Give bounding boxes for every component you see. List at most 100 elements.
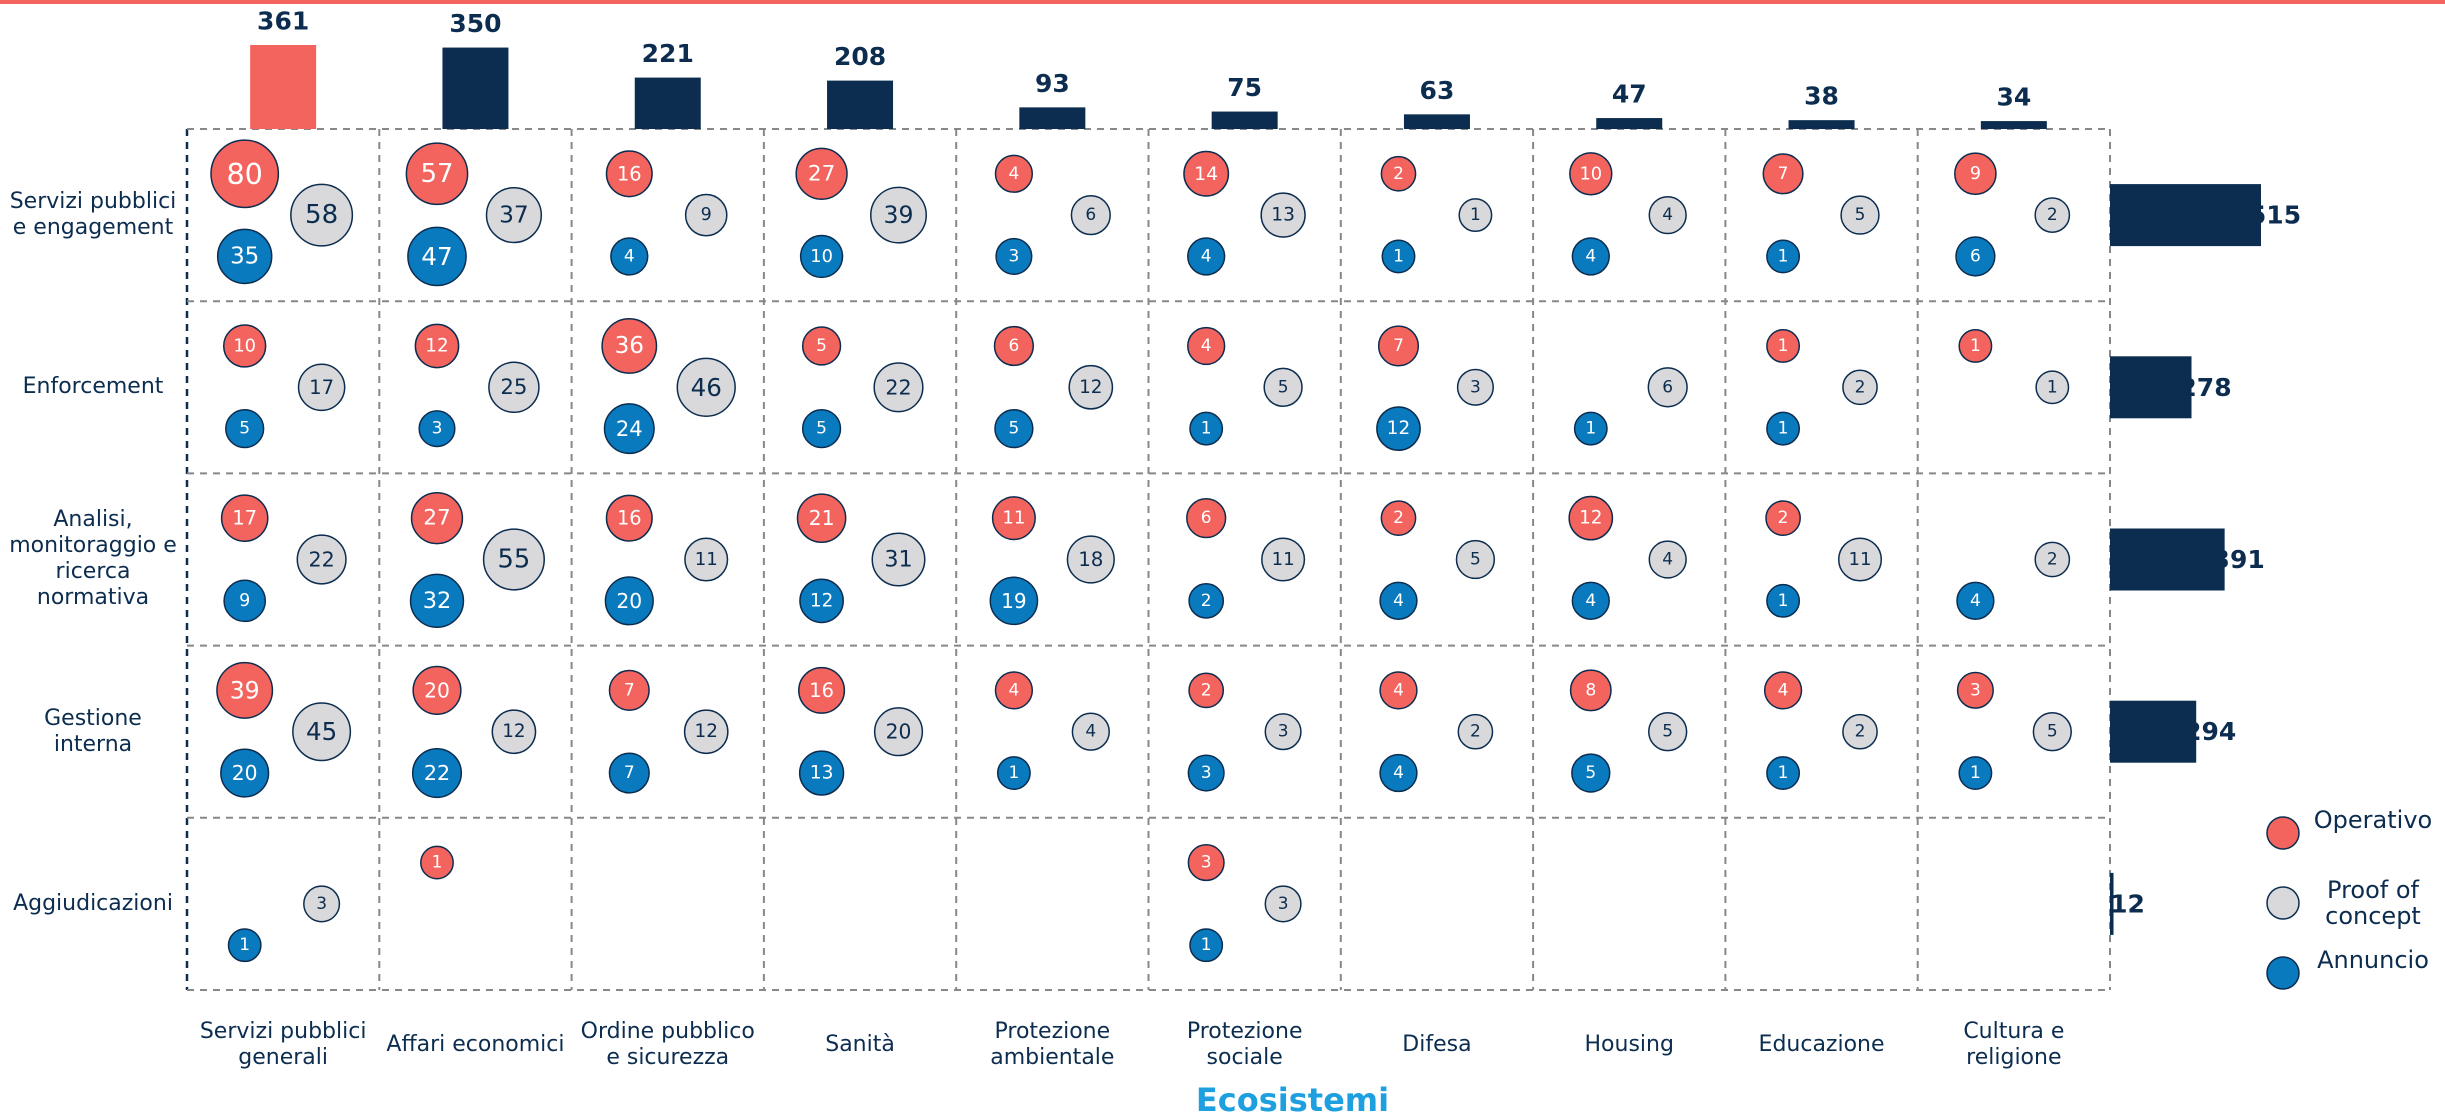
bubble [297, 363, 346, 412]
row-total-bar [2110, 184, 2261, 247]
bubble-label: 7 [1778, 164, 1789, 184]
bubble [1837, 537, 1883, 582]
bubble-label: 22 [885, 375, 911, 399]
bubble-label: 1 [1201, 419, 1212, 439]
bubble-label: 12 [1579, 508, 1602, 529]
bubble-label: 31 [884, 547, 912, 573]
bubble-label: 20 [232, 761, 258, 785]
bubble [1648, 712, 1688, 752]
bubble [1189, 411, 1224, 446]
bubble [799, 578, 844, 624]
bubble [989, 576, 1039, 626]
bubble [1381, 239, 1416, 274]
bubble-label: 9 [701, 205, 712, 225]
row-total-bar [2110, 528, 2225, 591]
bubble-label: 1 [1201, 935, 1212, 955]
bubble-label: 32 [423, 588, 452, 614]
x-tick-label: Protezione sociale [1186, 1019, 1303, 1070]
bubble [1648, 195, 1687, 235]
bubble-label: 1 [1970, 763, 1981, 783]
bubble [796, 493, 847, 544]
y-tick-label: Aggiudicazioni [13, 890, 173, 916]
bubble [1457, 713, 1494, 750]
bubble-label: 2 [1201, 591, 1212, 611]
bubble [608, 752, 650, 794]
top-stripe [0, 0, 2445, 4]
bubble-label: 25 [500, 375, 527, 400]
column-total-label: 38 [1804, 82, 1839, 111]
bubble [1187, 844, 1225, 882]
bubble-label: 39 [884, 201, 914, 229]
bubble [1571, 753, 1611, 793]
x-tick-label: Affari economici [386, 1032, 565, 1057]
row-total-label: 294 [2184, 717, 2236, 746]
bubble-label: 10 [810, 246, 833, 267]
bubble-label: 4 [1201, 246, 1212, 266]
bubble-label: 20 [886, 720, 912, 744]
column-total-bar [1019, 107, 1086, 129]
bubble [870, 186, 927, 244]
bubble [1571, 581, 1610, 620]
bubble [412, 665, 462, 715]
bubble-label: 6 [1970, 246, 1981, 266]
bubble [995, 237, 1033, 275]
bubble [1187, 326, 1226, 366]
bubble [604, 576, 654, 626]
bubble [227, 928, 262, 963]
bubble [801, 408, 842, 449]
bubble [1377, 325, 1420, 367]
bubble [684, 537, 729, 582]
bubble-label: 1 [1778, 591, 1789, 611]
bubble-label: 1 [1585, 419, 1596, 439]
bubble-label: 3 [1201, 763, 1212, 783]
bubble-label: 4 [1778, 680, 1789, 700]
bubble [1956, 671, 1994, 709]
bubble-label: 4 [1662, 550, 1673, 570]
x-tick-label: Difesa [1402, 1032, 1472, 1057]
column-total-label: 47 [1612, 80, 1647, 109]
x-tick-label: Servizi pubblici generali [199, 1019, 367, 1070]
column-total-label: 361 [257, 7, 309, 36]
bubble-label: 58 [305, 200, 338, 230]
bubble [1766, 239, 1801, 274]
bubble [216, 228, 273, 285]
legend-marker [2266, 886, 2300, 920]
bubble [1186, 498, 1227, 539]
bubble [1189, 928, 1224, 963]
bubble-label: 4 [1085, 722, 1096, 742]
bubble [210, 139, 280, 209]
bubble [2034, 197, 2071, 233]
x-tick-label: Cultura e religione [1963, 1019, 2065, 1070]
bubble [1762, 153, 1804, 195]
bubble [1264, 713, 1302, 751]
bubble-label: 2 [1778, 508, 1789, 528]
bubble [1455, 539, 1496, 580]
bubble-label: 5 [239, 419, 250, 439]
bubble [1840, 195, 1880, 235]
y-tick-label: Enforcement [22, 374, 164, 400]
bubble-label: 7 [624, 680, 635, 700]
bubble-label: 2 [1855, 722, 1866, 742]
bubble [420, 845, 454, 880]
bubble [1647, 367, 1688, 408]
bubble-label: 18 [1078, 548, 1103, 571]
bubble-label: 5 [816, 419, 827, 439]
bubble [1380, 500, 1417, 537]
bubble [601, 318, 658, 374]
bubble-label: 11 [1272, 549, 1295, 570]
x-tick-label: Housing [1584, 1032, 1674, 1057]
bubble-label: 4 [1585, 591, 1596, 611]
bubble-label: 1 [1393, 246, 1404, 266]
bubble-label: 12 [1387, 418, 1410, 439]
bubble-label: 1 [432, 853, 443, 873]
bubble [610, 237, 649, 276]
bubble [1958, 756, 1993, 790]
bubble [1842, 713, 1878, 750]
x-axis-label: Ecosistemi [1195, 1081, 1390, 1119]
column-total-bar [1596, 118, 1663, 129]
bubble-label: 1 [1778, 763, 1789, 783]
bubble-label: 4 [1008, 164, 1019, 184]
bubble-label: 5 [1855, 205, 1866, 225]
bubble [290, 183, 354, 247]
